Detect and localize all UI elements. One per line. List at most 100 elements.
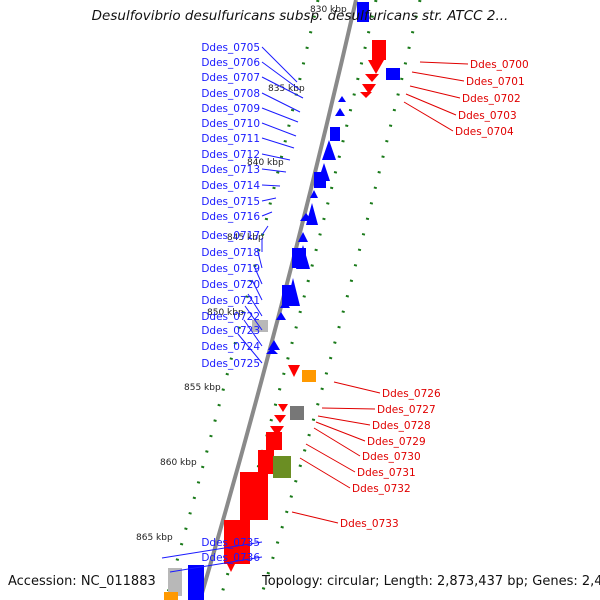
kbp-tick-label: 840 kbp: [247, 158, 284, 168]
leader-line-right: [305, 443, 356, 473]
plus-strand-gene-10: [298, 232, 308, 242]
leader-line-left: [261, 76, 304, 99]
gene-label-left: Ddes_0723: [201, 325, 260, 337]
gray-feature-2: [290, 406, 304, 420]
orange-feature: [302, 370, 316, 382]
leader-line-right: [405, 93, 457, 116]
minus-strand-gene-6: [278, 404, 288, 412]
plus-strand-gene-3: [330, 127, 340, 141]
plus-strand-gene-18: [266, 348, 278, 354]
plus-strand-gene-6: [314, 172, 326, 188]
minus-strand-gene-10: [258, 450, 274, 474]
gene-label-left: Ddes_0722: [201, 311, 260, 323]
leader-line-left: [247, 293, 263, 317]
gray-feature-1: [252, 320, 268, 332]
minus-strand-gene-8: [270, 426, 284, 436]
minus-strand-gene-3: [362, 84, 376, 94]
gene-label-left: Ddes_0718: [201, 247, 260, 259]
plus-strand-gene-16: [276, 312, 286, 320]
plus-strand-gene-12: [292, 248, 306, 268]
plus-strand-gene-right: [386, 68, 400, 80]
leader-line-left: [261, 153, 291, 161]
plus-strand-gene-4: [322, 140, 336, 160]
leader-line-left: [261, 107, 299, 123]
gene-label-left: Ddes_0705: [201, 42, 260, 54]
leader-line-right: [403, 101, 454, 132]
leader-line-left: [261, 168, 287, 173]
orange-feature-bottom: [164, 592, 178, 600]
gene-label-right: Ddes_0729: [367, 436, 426, 448]
kbp-tick-label: 855 kbp: [184, 383, 221, 393]
leader-line-left: [251, 279, 263, 301]
gene-label-right: Ddes_0727: [377, 404, 436, 416]
gene-labels: Ddes_0705 Ddes_0706 Ddes_0707 Ddes_0708 Ddes…: [161, 42, 529, 573]
gene-label-right: Ddes_0731: [357, 467, 416, 479]
gene-label-left: Ddes_0709: [201, 103, 260, 115]
minus-strand-gene-13: [226, 562, 236, 572]
kbp-tick-label: 845 kbp: [227, 233, 264, 243]
minus-strand-gene-2: [365, 74, 379, 82]
gene-label-right: Ddes_0701: [466, 76, 525, 88]
gene-label-right: Ddes_0700: [470, 59, 529, 71]
minus-strand-gene-11: [240, 472, 268, 520]
leader-line-left: [169, 556, 263, 573]
leader-line-left: [261, 46, 298, 83]
gene-label-left: Ddes_0715: [201, 196, 260, 208]
gene-label-right: Ddes_0733: [340, 518, 399, 530]
leader-line-right: [299, 457, 351, 489]
plus-strand-gene-15: [280, 300, 290, 308]
minus-strand-gene-4: [360, 92, 372, 98]
gene-label-left: Ddes_0706: [201, 57, 260, 69]
leader-line-left: [253, 265, 263, 285]
gene-label-left: Ddes_0720: [201, 279, 260, 291]
plus-strand-gene-1: [338, 96, 346, 102]
gene-label-left: Ddes_0716: [201, 211, 260, 223]
leader-line-left: [237, 333, 263, 364]
leader-line-right: [321, 407, 376, 410]
gray-feature-3: [168, 568, 182, 596]
plus-strand-gene-9: [300, 213, 312, 221]
gene-label-left: Ddes_0708: [201, 88, 260, 100]
plus-strand-gene-2: [335, 108, 345, 116]
gene-label-left: Ddes_0714: [201, 180, 260, 192]
gene-label-right: Ddes_0702: [462, 93, 521, 105]
gene-label-left: Ddes_0725: [201, 358, 260, 370]
gene-label-right: Ddes_0704: [455, 126, 514, 138]
leader-line-left: [257, 251, 263, 269]
map-title: Desulfovibrio desulfuricans subsp. desul…: [91, 8, 509, 24]
gene-label-left: Ddes_0707: [201, 72, 260, 84]
leader-line-right: [333, 381, 381, 394]
minus-strand-gene-9: [266, 432, 282, 450]
gene-label-right: Ddes_0726: [382, 388, 441, 400]
minus-strand-gene-5: [288, 365, 300, 377]
leader-line-left: [261, 137, 295, 149]
leader-line-left: [261, 225, 269, 236]
gene-label-left: Ddes_0717: [201, 230, 260, 242]
minus-strand-gene-1: [368, 60, 384, 74]
leader-line-right: [317, 415, 371, 426]
gene-label-right: Ddes_0728: [372, 420, 431, 432]
gene-label-left: Ddes_0711: [201, 133, 260, 145]
leader-line-left: [244, 305, 263, 331]
minus-strand-gene-0: [372, 40, 386, 60]
leader-line-right: [409, 85, 461, 99]
leader-line-right: [291, 511, 339, 524]
gene-label-left: Ddes_0710: [201, 118, 260, 130]
gene-label-right: Ddes_0730: [362, 451, 421, 463]
leader-line-right: [419, 61, 469, 65]
gene-label-left: Ddes_0736: [201, 552, 260, 564]
accession-text: Accession: NC_011883: [8, 574, 156, 589]
gene-label-right: Ddes_0732: [352, 483, 411, 495]
gene-label-left: Ddes_0724: [201, 341, 260, 353]
plus-strand-gene-17: [268, 340, 280, 350]
gene-label-right: Ddes_0703: [458, 110, 517, 122]
summary-text: Topology: circular; Length: 2,873,437 bp…: [262, 574, 600, 589]
kbp-tick-label: 865 kbp: [136, 533, 173, 543]
leader-line-left: [261, 92, 301, 113]
plus-strand-gene-0: [357, 2, 369, 22]
plus-strand-gene-20: [194, 568, 204, 586]
kbp-tick-label: 860 kbp: [160, 458, 197, 468]
minus-strand-gene-7: [274, 415, 286, 423]
plus-strand-gene-7: [310, 190, 318, 198]
